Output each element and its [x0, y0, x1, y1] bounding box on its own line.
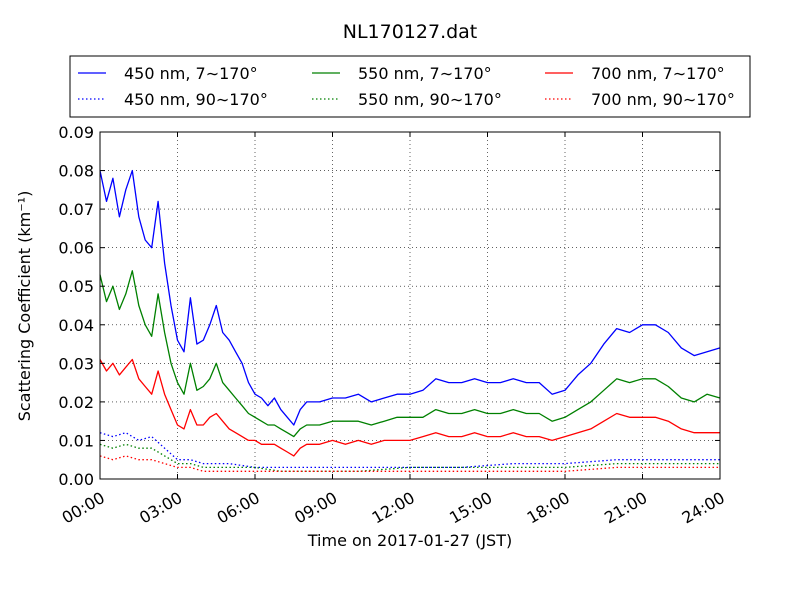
- x-tick-label: 12:00: [369, 488, 418, 528]
- x-tick-label: 09:00: [291, 488, 340, 528]
- y-tick-label: 0.02: [58, 393, 94, 412]
- series-line-0: [99, 169, 721, 426]
- y-tick-label: 0.09: [58, 123, 94, 142]
- x-tick-label: 18:00: [524, 488, 573, 528]
- x-axis-label: Time on 2017-01-27 (JST): [307, 531, 512, 550]
- grid: [99, 131, 721, 480]
- legend-label: 700 nm, 7∼170°: [591, 64, 725, 83]
- x-tick-label: 24:00: [679, 488, 728, 528]
- y-tick-label: 0.06: [58, 239, 94, 258]
- y-tick-label: 0.08: [58, 162, 94, 181]
- y-tick-label: 0.03: [58, 354, 94, 373]
- x-tick-label: 06:00: [214, 488, 263, 528]
- chart-title: NL170127.dat: [343, 21, 478, 43]
- series-line-1: [99, 270, 721, 438]
- legend-label: 450 nm, 90∼170°: [124, 90, 268, 109]
- x-tick-label: 00:00: [59, 488, 108, 528]
- series-line-2: [99, 358, 720, 457]
- legend-box: [69, 55, 751, 118]
- x-tick-label: 03:00: [136, 488, 185, 528]
- y-tick-label: 0.00: [58, 470, 94, 489]
- y-tick-label: 0.04: [58, 316, 94, 335]
- legend-label: 700 nm, 90∼170°: [591, 90, 735, 109]
- series-line-3: [99, 432, 720, 469]
- legend-label: 450 nm, 7∼170°: [124, 64, 258, 83]
- x-tick-label: 15:00: [446, 488, 495, 528]
- y-tick-label: 0.01: [58, 431, 94, 450]
- x-tick-label: 21:00: [601, 488, 650, 528]
- series-lines: [99, 169, 721, 472]
- y-axis-label: Scattering Coefficient (km⁻¹): [15, 191, 34, 422]
- legend: 450 nm, 7∼170° 550 nm, 7∼170° 700 nm, 7∼17…: [69, 55, 751, 118]
- axis-ticks: 00:00 03:00 06:00 09:00 12:00 15:00 18:00 21:00…: [58, 123, 728, 528]
- y-tick-label: 0.05: [58, 277, 94, 296]
- legend-label: 550 nm, 90∼170°: [358, 90, 502, 109]
- y-tick-label: 0.07: [58, 200, 94, 219]
- legend-label: 550 nm, 7∼170°: [358, 64, 492, 83]
